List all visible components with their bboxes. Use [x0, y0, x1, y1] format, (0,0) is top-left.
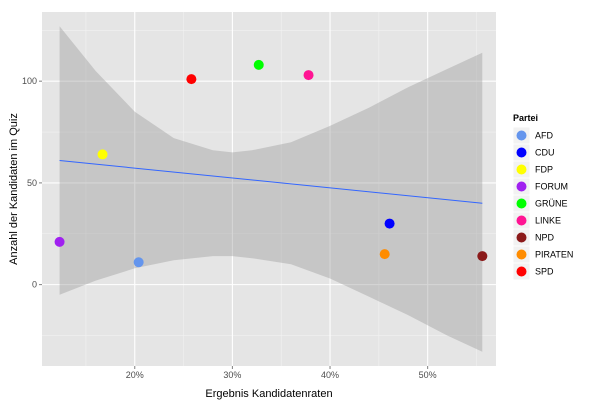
confidence-band — [59, 26, 483, 352]
data-point-spd — [186, 74, 197, 85]
trend-line — [59, 160, 483, 204]
legend-title: Partei — [513, 113, 538, 123]
data-point-piraten — [379, 249, 390, 260]
x-tick-label: 40% — [321, 370, 339, 380]
data-point-grüne — [253, 59, 264, 70]
legend-label-fdp: FDP — [535, 165, 553, 175]
legend-swatch-linke — [516, 215, 527, 226]
legend-swatch-fdp — [516, 164, 527, 175]
legend-label-piraten: PIRATEN — [535, 250, 573, 260]
data-point-linke — [303, 70, 314, 81]
legend-items: AFD CDU FDP FORUM GRÜNE LINKE NPD PIRATEN SPD — [512, 126, 573, 281]
x-axis-label: Ergebnis Kandidatenraten — [205, 388, 332, 400]
legend-swatch-piraten — [516, 249, 527, 260]
y-tick-label: 50 — [27, 178, 37, 188]
data-point-npd — [477, 251, 488, 262]
data-point-cdu — [384, 218, 395, 229]
data-point-forum — [54, 236, 65, 247]
legend-swatch-afd — [516, 130, 527, 141]
trend-line-layer — [59, 160, 483, 204]
data-point-fdp — [97, 149, 108, 160]
legend-label-cdu: CDU — [535, 148, 555, 158]
legend-swatch-spd — [516, 266, 527, 277]
legend-label-forum: FORUM — [535, 182, 568, 192]
x-tick-label: 30% — [223, 370, 241, 380]
legend-swatch-cdu — [516, 147, 527, 158]
legend-swatch-forum — [516, 181, 527, 192]
x-tick-label: 20% — [126, 370, 144, 380]
y-axis-label: Anzahl der Kandidaten im Quiz — [8, 113, 20, 265]
confidence-band-layer — [59, 26, 483, 352]
legend-label-linke: LINKE — [535, 216, 561, 226]
y-tick-label: 0 — [32, 280, 37, 290]
legend-label-grüne: GRÜNE — [535, 199, 568, 209]
data-point-afd — [133, 257, 144, 268]
grid-major — [42, 12, 496, 366]
legend-label-npd: NPD — [535, 233, 555, 243]
plot-panel — [42, 12, 496, 366]
legend-swatch-grüne — [516, 198, 527, 209]
x-tick-label: 50% — [419, 370, 437, 380]
legend-swatch-npd — [516, 232, 527, 243]
x-axis-ticks: 20% 30% 40% 50% — [126, 366, 437, 380]
points-layer — [54, 59, 488, 268]
grid-minor — [42, 12, 496, 366]
y-axis-ticks: 0 50 100 — [22, 76, 42, 290]
legend-label-spd: SPD — [535, 267, 554, 277]
legend: Partei AFD CDU FDP FORUM GRÜNE LINKE NPD PIRATE… — [512, 113, 573, 281]
y-tick-label: 100 — [22, 76, 37, 86]
legend-label-afd: AFD — [535, 131, 554, 141]
